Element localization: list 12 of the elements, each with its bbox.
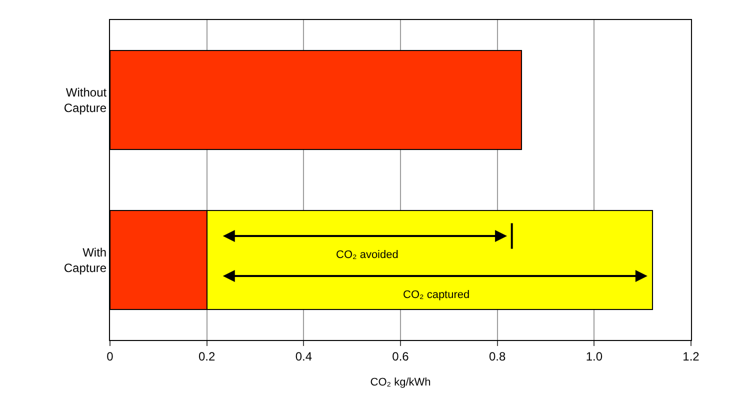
x-tick-label: 1.2 <box>682 349 700 364</box>
y-tick-label: Without Capture <box>64 85 108 115</box>
x-tick-label: 0.8 <box>488 349 506 364</box>
annotation: CO₂ captured <box>403 289 470 301</box>
x-tick-label: 0.4 <box>295 349 312 364</box>
x-tick-label: 0.2 <box>198 349 216 364</box>
x-tick-label: 0 <box>106 349 114 364</box>
annotation: CO₂ avoided <box>336 249 398 261</box>
x-axis-title: CO₂ kg/kWh <box>370 376 431 389</box>
x-tick-label: 1.0 <box>586 349 603 364</box>
y-tick-label: With Capture <box>64 245 107 275</box>
x-tick-label: 0.6 <box>392 349 410 364</box>
